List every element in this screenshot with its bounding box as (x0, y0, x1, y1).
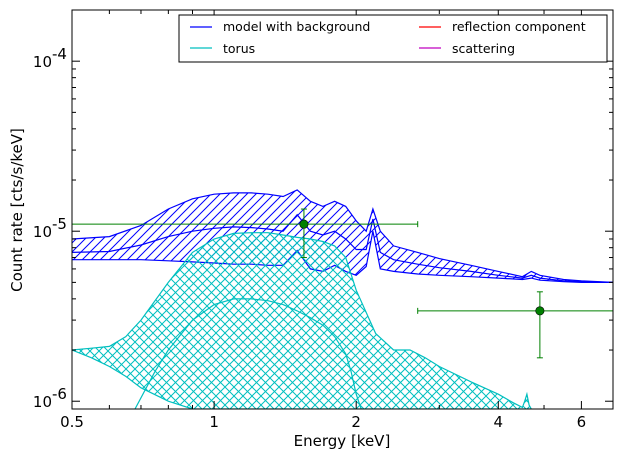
tick-labels-layer: 0.5 1 2 4 610-610-510-4 (33, 45, 586, 431)
x-tick-label: 0.5 (60, 413, 84, 431)
data-points-layer (72, 208, 613, 359)
band-upper-model-with-background (72, 189, 613, 283)
x-tick-label: 2 (351, 413, 361, 431)
x-axis-label: Energy [keV] (294, 432, 391, 450)
legend-label-reflection: reflection component (452, 19, 586, 34)
y-tick-exponent: -4 (52, 45, 67, 63)
legend-label-model: model with background (223, 19, 370, 34)
series-line-model-with-background-median (72, 213, 613, 283)
series-line-torus-median (134, 298, 362, 409)
data-point-0 (299, 219, 309, 229)
plot-frame (71, 9, 614, 410)
legend-label-scattering: scattering (452, 41, 515, 56)
legend-box (178, 14, 608, 63)
band-upper-torus (72, 232, 532, 409)
y-axis-label: Count rate [cts/s/keV] (8, 128, 26, 292)
x-tick-label: 1 (209, 413, 219, 431)
y-tick-exponent: -6 (52, 385, 67, 403)
band-lower-torus (72, 349, 532, 409)
y-tick-label: 10 (33, 223, 52, 241)
band-fill-torus (72, 232, 532, 409)
y-tick-label: 10 (33, 53, 52, 71)
data-point-1 (535, 306, 545, 316)
legend-label-torus: torus (223, 41, 255, 56)
x-tick-label: 4 (494, 413, 504, 431)
y-tick-label: 10 (33, 393, 52, 411)
legend: model with background reflection compone… (178, 14, 608, 63)
x-tick-label: 6 (577, 413, 587, 431)
y-tick-exponent: -5 (52, 215, 67, 233)
series-layer (72, 189, 613, 409)
